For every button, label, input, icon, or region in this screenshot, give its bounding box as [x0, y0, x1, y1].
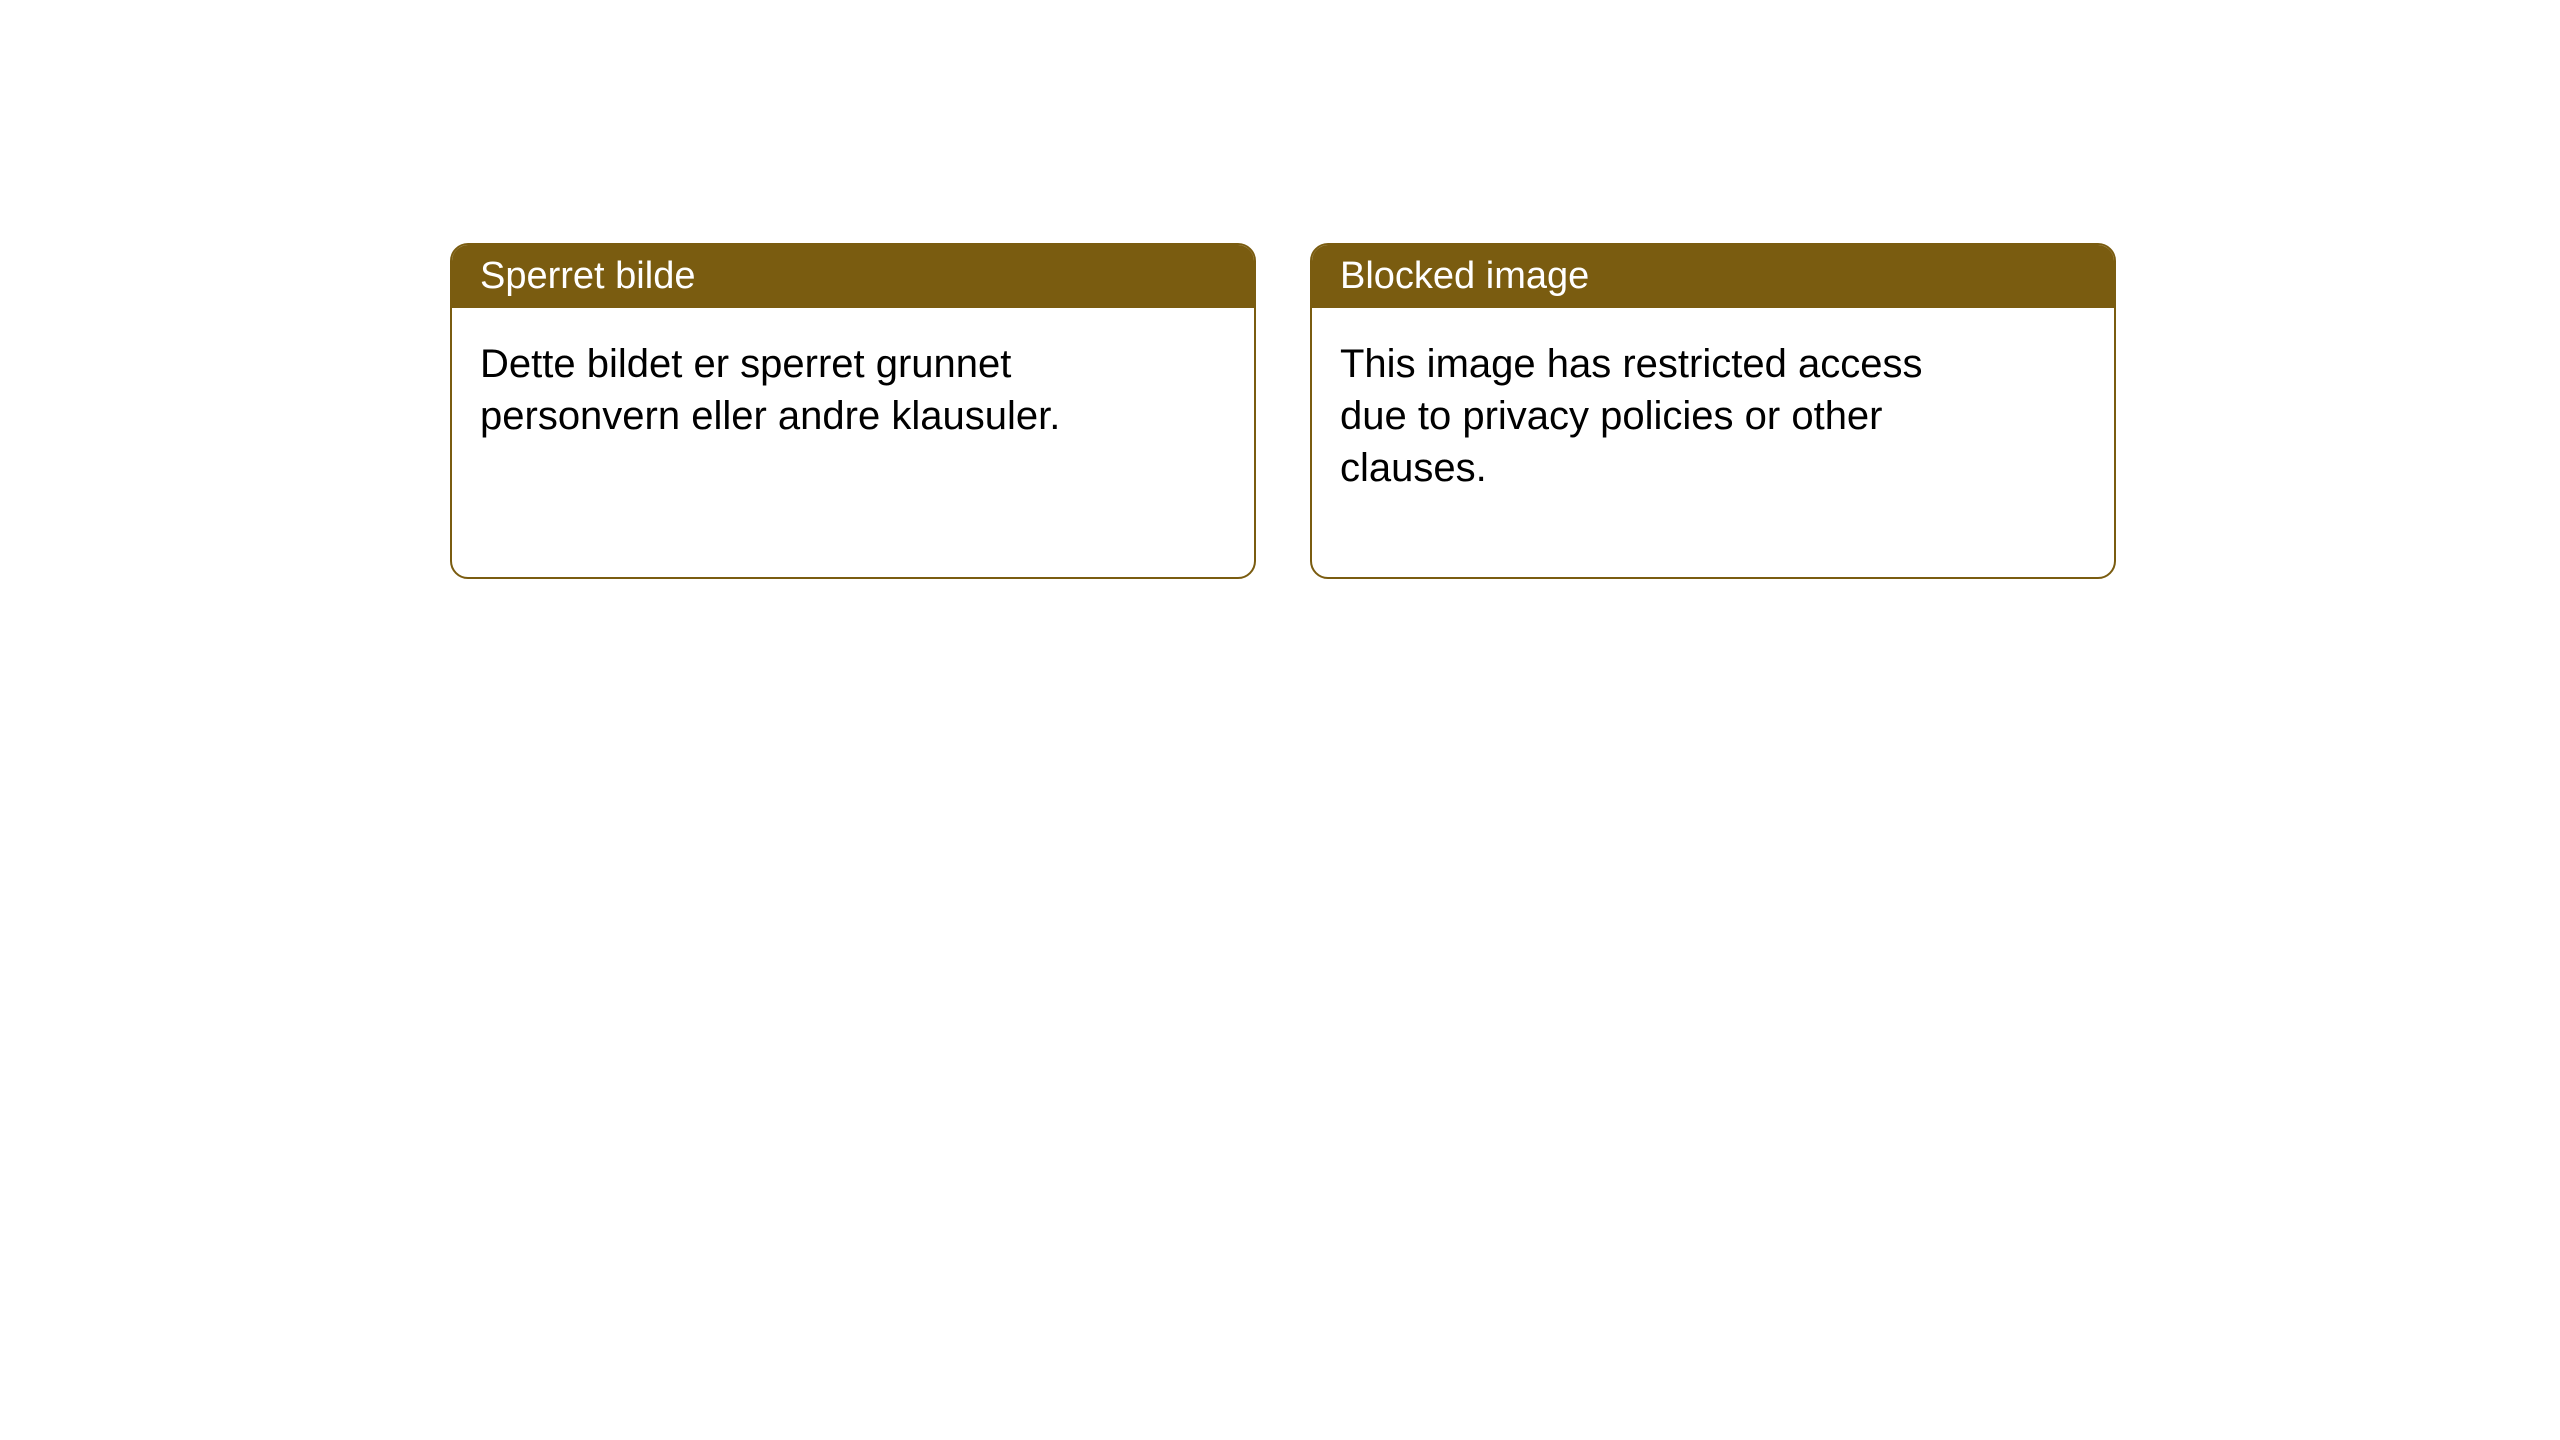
notice-message: This image has restricted access due to …: [1340, 342, 1922, 490]
notice-card-english: Blocked image This image has restricted …: [1310, 243, 2116, 579]
notice-message: Dette bildet er sperret grunnet personve…: [480, 342, 1060, 438]
notice-header: Blocked image: [1312, 245, 2114, 308]
notice-body: Dette bildet er sperret grunnet personve…: [452, 308, 1152, 472]
notice-title: Sperret bilde: [480, 255, 695, 297]
notice-card-norwegian: Sperret bilde Dette bildet er sperret gr…: [450, 243, 1256, 579]
notice-header: Sperret bilde: [452, 245, 1254, 308]
notice-title: Blocked image: [1340, 255, 1589, 297]
notice-container: Sperret bilde Dette bildet er sperret gr…: [0, 0, 2560, 579]
notice-body: This image has restricted access due to …: [1312, 308, 2012, 524]
